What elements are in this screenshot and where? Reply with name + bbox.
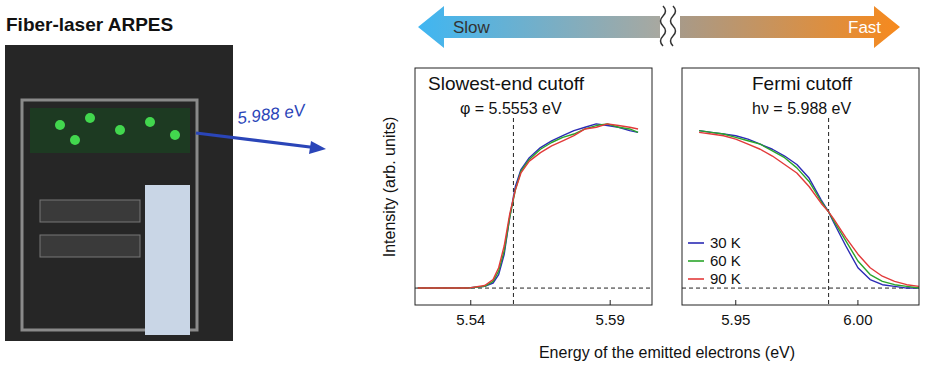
legend-label: 60 K: [710, 252, 741, 269]
laser-spot: [170, 130, 180, 140]
fast-arrow: [680, 6, 900, 48]
legend: 30 K60 K90 K: [688, 234, 741, 287]
beam-arrow: [196, 133, 318, 148]
x-tick-label: 5.59: [596, 311, 625, 328]
optics-table: [30, 108, 190, 153]
series-line: [699, 131, 919, 288]
break-mark: [661, 6, 666, 46]
x-tick: [610, 300, 611, 305]
panel-title: Slowest-end cutoff: [428, 73, 585, 94]
series-line: [418, 124, 638, 288]
legend-swatch: [688, 278, 704, 280]
slow-arrow: [418, 6, 660, 48]
x-tick: [470, 300, 471, 305]
panel: [145, 185, 190, 335]
x-tick-label: 5.95: [721, 311, 750, 328]
series-line: [418, 124, 638, 288]
plot-frame: [415, 68, 652, 305]
plot-frame: [682, 68, 919, 305]
x-tick-label: 5.54: [456, 311, 485, 328]
break-mark: [671, 6, 676, 46]
slow-label: Slow: [453, 18, 491, 37]
x-tick: [735, 300, 736, 305]
x-tick: [857, 300, 858, 305]
laser-spot: [145, 117, 155, 127]
panel-title: Fermi cutoff: [752, 73, 853, 94]
series-line: [699, 132, 919, 286]
beam-arrow-head: [309, 141, 326, 154]
x-axis-label: Energy of the emitted electrons (eV): [539, 344, 795, 361]
series-line: [699, 131, 919, 288]
legend-swatch: [688, 242, 704, 244]
photo-bg: [5, 45, 233, 341]
laser-spot: [115, 125, 125, 135]
annotation: φ = 5.5553 eV: [460, 100, 562, 117]
annotation: hν = 5.988 eV: [752, 100, 852, 117]
figure: Fiber-laser ARPES 5.988 eV Slow Fast Intensi…: [0, 0, 945, 366]
series-line: [418, 124, 638, 288]
legend-swatch: [688, 260, 704, 262]
y-axis-label: Intensity (arb. units): [381, 117, 398, 258]
legend-label: 30 K: [710, 234, 741, 251]
device: [40, 200, 140, 222]
title: Fiber-laser ARPES: [6, 14, 173, 35]
legend-label: 90 K: [710, 270, 741, 287]
plot-area: [415, 118, 652, 305]
photo: [5, 45, 233, 341]
fast-label: Fast: [848, 18, 881, 37]
laser-spot: [85, 113, 95, 123]
photo-label: 5.988 eV: [236, 101, 308, 128]
device: [40, 235, 140, 257]
plot-area: [682, 118, 919, 305]
laser-spot: [70, 135, 80, 145]
cutoff-line: [513, 118, 514, 305]
laser-spot: [55, 120, 65, 130]
baseline: [682, 288, 919, 289]
x-tick-label: 6.00: [843, 311, 872, 328]
